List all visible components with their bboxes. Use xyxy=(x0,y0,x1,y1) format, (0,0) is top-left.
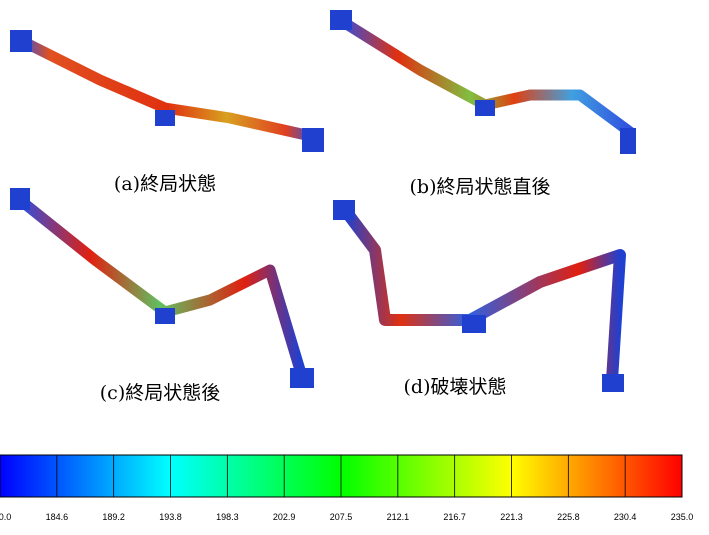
colorbar-tick-label: 216.7 xyxy=(443,512,466,522)
colorbar-tick-label: 235.0 xyxy=(671,512,694,522)
beam-images xyxy=(10,10,636,392)
panel-caption: (c)終局状態後 xyxy=(100,382,220,404)
colorbar-tick-label: 207.5 xyxy=(330,512,353,522)
colorbar-tick-label: 212.1 xyxy=(387,512,410,522)
colorbar-tick-label: 189.2 xyxy=(102,512,125,522)
panel-caption: (b)終局状態直後 xyxy=(410,176,551,198)
colorbar-tick-label: 193.8 xyxy=(159,512,182,522)
colorbar-tick-label: 198.3 xyxy=(216,512,239,522)
colorbar-tick-label: 184.6 xyxy=(46,512,69,522)
colorbar-tick-label: 221.3 xyxy=(500,512,523,522)
panel-caption: (d)破壊状態 xyxy=(404,376,507,398)
colorbar-tick-label: 230.4 xyxy=(614,512,637,522)
colorbar-tick-label: 180.0 xyxy=(0,512,11,522)
panel-caption: (a)終局状態 xyxy=(114,173,216,195)
colorbar-tick-label: 225.8 xyxy=(557,512,580,522)
figure: (a)終局状態 (b)終局状態直後 (c)終局状態後 (d)破壊状態 180.0… xyxy=(0,0,709,535)
colorbar-tick-label: 202.9 xyxy=(273,512,296,522)
